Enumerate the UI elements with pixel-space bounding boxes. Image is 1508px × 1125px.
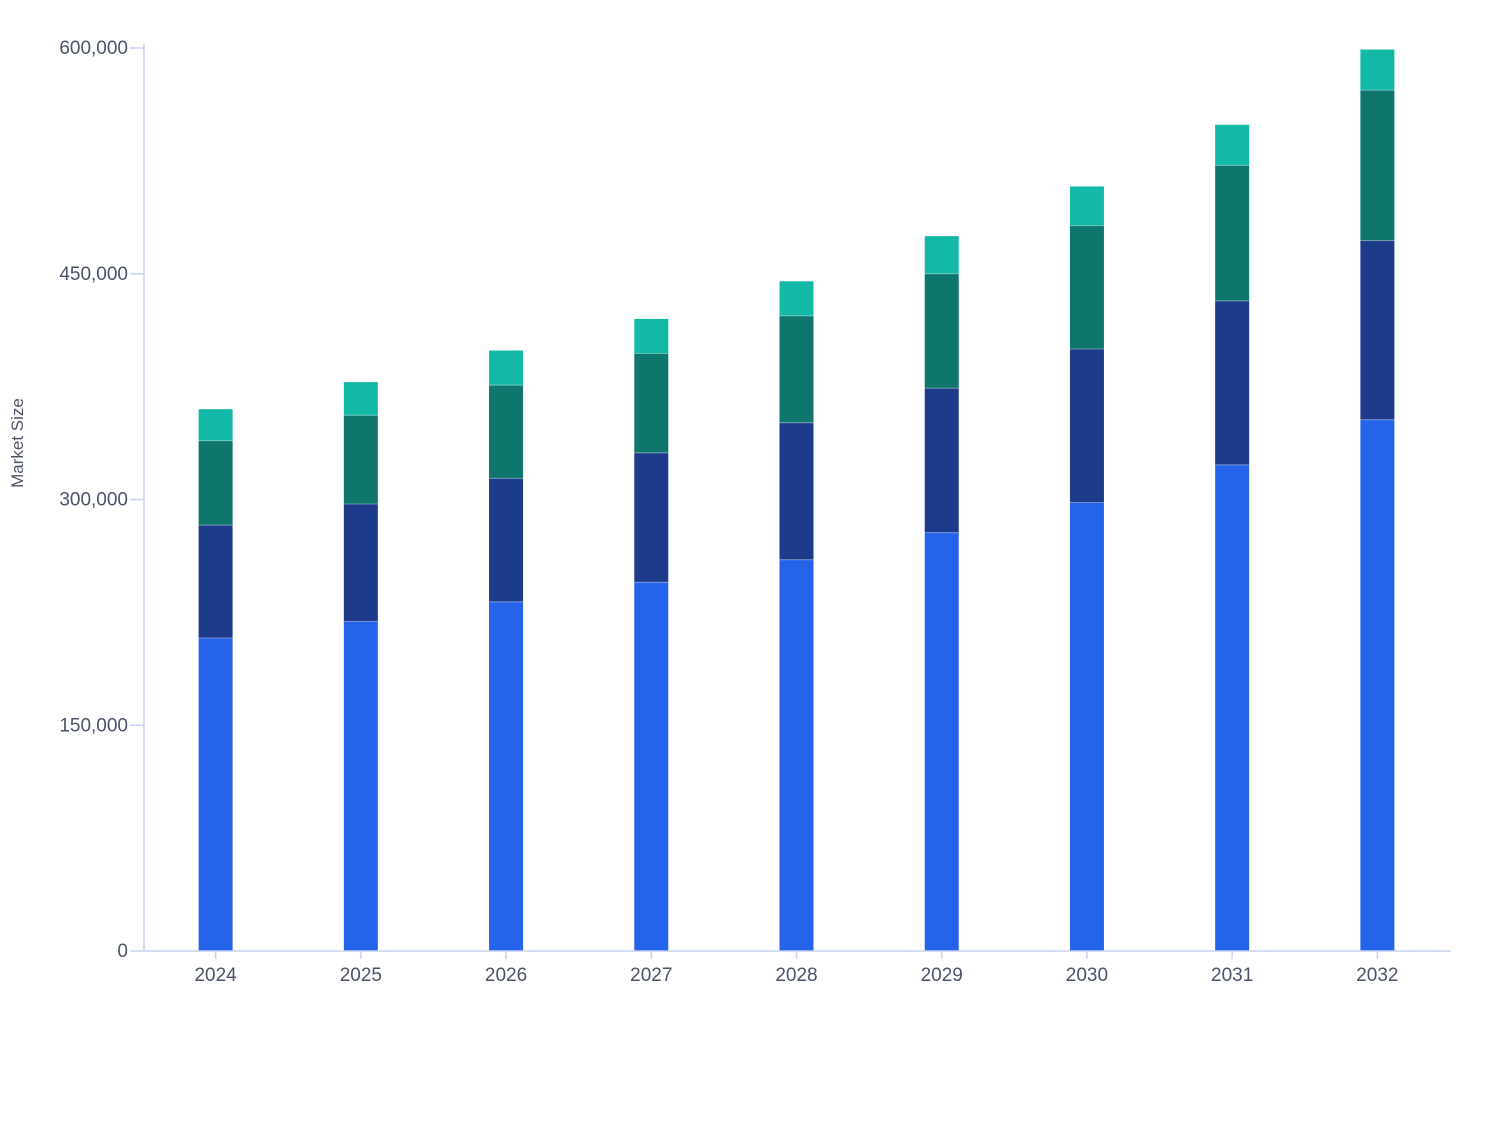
bar-segment-2026-series-1 [489, 601, 524, 951]
bar-segment-2031-series-2 [1215, 300, 1250, 465]
x-tick-label: 2026 [485, 965, 527, 986]
x-tick-label: 2030 [1066, 965, 1108, 986]
bar-segment-2029-series-3 [924, 273, 959, 389]
bar-segment-2027-series-4 [634, 318, 669, 354]
y-tick-label: 300,000 [59, 490, 128, 511]
bar-segment-2030-series-3 [1069, 225, 1104, 349]
y-tick-label: 600,000 [59, 38, 128, 59]
x-tick-label: 2031 [1211, 965, 1253, 986]
bar-segment-2026-series-3 [489, 385, 524, 479]
bar-segment-2032-series-4 [1360, 49, 1395, 91]
bar-segment-2029-series-1 [924, 532, 959, 951]
y-tick-label: 450,000 [59, 264, 128, 285]
bar-segment-2025-series-3 [343, 415, 378, 505]
bar-segment-2032-series-1 [1360, 419, 1395, 951]
bar-segment-2029-series-4 [924, 236, 959, 274]
x-tick-label: 2025 [340, 965, 382, 986]
bar-segment-2024-series-2 [198, 525, 233, 638]
bar-segment-2030-series-4 [1069, 186, 1104, 226]
bar-segment-2027-series-1 [634, 582, 669, 951]
bar-segment-2028-series-3 [779, 315, 814, 423]
y-axis-title: Market Size [8, 398, 27, 488]
y-tick-label: 150,000 [59, 715, 128, 736]
y-tick-label: 0 [117, 941, 128, 962]
x-tick-label: 2029 [921, 965, 963, 986]
bar-segment-2025-series-2 [343, 504, 378, 622]
bar-segment-2031-series-4 [1215, 124, 1250, 166]
x-tick-label: 2027 [630, 965, 672, 986]
x-tick-label: 2032 [1356, 965, 1398, 986]
bars-group [198, 49, 1395, 951]
bar-segment-2026-series-2 [489, 478, 524, 602]
bar-segment-2032-series-3 [1360, 90, 1395, 241]
y-ticks: 0 150,000 300,000 450,000 600,000 [59, 38, 144, 962]
bar-segment-2031-series-3 [1215, 165, 1250, 301]
bar-segment-2029-series-2 [924, 388, 959, 533]
bar-segment-2028-series-1 [779, 559, 814, 951]
bar-segment-2032-series-2 [1360, 240, 1395, 420]
bar-segment-2030-series-1 [1069, 502, 1104, 951]
bar-segment-2030-series-2 [1069, 349, 1104, 503]
bar-segment-2028-series-4 [779, 281, 814, 316]
bar-segment-2026-series-4 [489, 350, 524, 386]
bar-segment-2027-series-2 [634, 452, 669, 583]
bar-segment-2024-series-3 [198, 440, 233, 526]
bar-segment-2027-series-3 [634, 353, 669, 453]
bar-segment-2024-series-4 [198, 409, 233, 441]
bar-segment-2024-series-1 [198, 637, 233, 951]
bar-segment-2028-series-2 [779, 422, 814, 560]
x-tick-label: 2024 [194, 965, 237, 986]
x-tick-label: 2028 [775, 965, 817, 986]
bar-segment-2025-series-4 [343, 382, 378, 416]
bar-segment-2025-series-1 [343, 621, 378, 951]
x-ticks: 2024 2025 2026 2027 2028 2029 2030 2031 2032 [194, 951, 1399, 986]
bar-segment-2031-series-1 [1215, 464, 1250, 951]
